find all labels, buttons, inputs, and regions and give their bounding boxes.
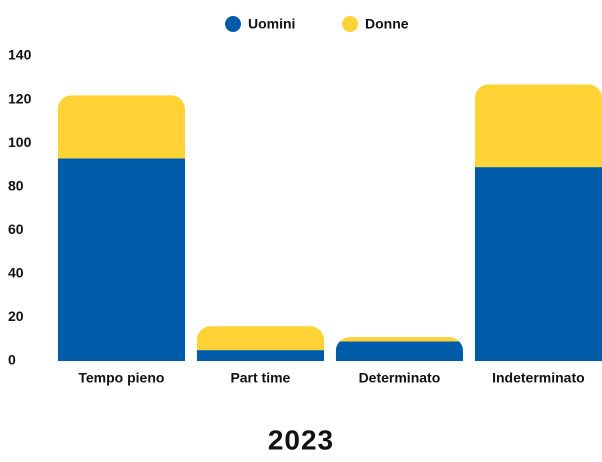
legend-label: Uomini [248, 16, 295, 32]
legend-label: Donne [365, 16, 409, 32]
x-tick-label: Indeterminato [492, 370, 585, 386]
bar-segment [57, 95, 185, 159]
bar-segment [335, 337, 463, 342]
bar-group [196, 326, 324, 361]
y-tick-label: 80 [8, 177, 24, 193]
bar-group [335, 337, 463, 361]
bar-group [57, 95, 185, 361]
bar-group [474, 84, 602, 361]
bar-segment [474, 84, 602, 168]
chart-title: 2023 [268, 424, 334, 455]
y-tick-label: 100 [8, 134, 32, 150]
bar-segment [196, 326, 324, 351]
y-tick-label: 120 [8, 90, 32, 106]
y-tick-label: 40 [8, 265, 24, 281]
bar-segment [57, 158, 185, 361]
y-tick-label: 60 [8, 221, 24, 237]
bar-segment [196, 350, 324, 361]
y-tick-label: 0 [8, 352, 16, 368]
x-tick-label: Part time [230, 370, 290, 386]
x-tick-label: Determinato [359, 370, 441, 386]
bar-segment [474, 167, 602, 361]
x-tick-label: Tempo pieno [78, 370, 164, 386]
legend-swatch [342, 16, 358, 32]
legend-swatch [225, 16, 241, 32]
bar-segment [335, 341, 463, 361]
y-tick-label: 20 [8, 308, 24, 324]
y-tick-label: 140 [8, 47, 32, 63]
